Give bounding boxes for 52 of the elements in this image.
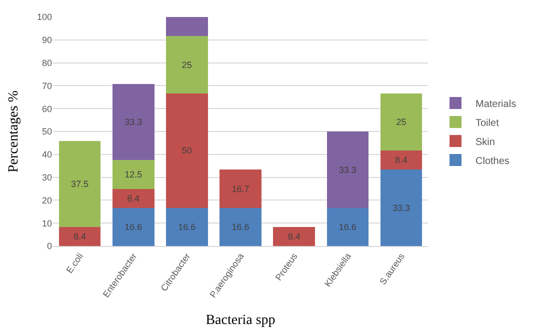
legend-label: Skin bbox=[476, 136, 495, 148]
bar bbox=[112, 84, 154, 160]
legend-label: Materials bbox=[476, 98, 516, 110]
y-tick-label: 60 bbox=[42, 104, 52, 114]
bar bbox=[58, 140, 101, 227]
data-label: 16.6 bbox=[178, 222, 196, 232]
data-label: 8.4 bbox=[394, 155, 408, 166]
bar bbox=[166, 36, 208, 94]
y-tick-label: 10 bbox=[42, 218, 52, 228]
bar bbox=[58, 226, 101, 246]
data-label: 8.4 bbox=[288, 231, 300, 242]
data-label: 33.3 bbox=[392, 202, 410, 213]
y-tick-label: 40 bbox=[42, 150, 52, 160]
bar bbox=[220, 208, 262, 246]
legend-label: Clothes bbox=[476, 156, 510, 167]
y-tick-label: 50 bbox=[42, 126, 52, 137]
data-label: 25 bbox=[182, 60, 192, 70]
bar bbox=[326, 208, 369, 246]
data-label: 8.4 bbox=[127, 193, 140, 204]
y-tick-label: 100 bbox=[36, 12, 52, 22]
bar bbox=[380, 170, 422, 246]
y-tick-label: 20 bbox=[42, 195, 52, 206]
bar bbox=[112, 208, 154, 246]
data-label: 50 bbox=[182, 146, 192, 156]
bar bbox=[166, 93, 208, 208]
bar bbox=[112, 160, 154, 189]
y-axis-title: Percentages % bbox=[6, 90, 22, 173]
bar bbox=[166, 17, 208, 36]
y-tick-label: 80 bbox=[42, 58, 52, 68]
data-label: 12.5 bbox=[124, 169, 142, 180]
data-label: 25 bbox=[396, 116, 406, 127]
bar bbox=[380, 150, 422, 170]
y-tick-label: 0 bbox=[46, 241, 52, 252]
data-label: 16.6 bbox=[232, 222, 250, 232]
y-tick-label: 90 bbox=[42, 35, 52, 46]
y-tick-label: 30 bbox=[42, 172, 52, 182]
data-label: 16.7 bbox=[232, 184, 250, 194]
bar bbox=[220, 170, 262, 208]
data-label: 33.3 bbox=[124, 117, 142, 127]
data-label: 16.6 bbox=[124, 222, 142, 232]
legend-label: Toilet bbox=[476, 118, 500, 129]
bar bbox=[166, 208, 208, 246]
bar bbox=[326, 132, 369, 208]
bar bbox=[273, 226, 315, 246]
data-label: 16.6 bbox=[338, 222, 356, 232]
bar bbox=[112, 188, 154, 208]
data-label: 37.5 bbox=[71, 178, 89, 189]
data-label: 33.3 bbox=[338, 164, 356, 175]
y-tick-label: 70 bbox=[42, 80, 52, 91]
data-label: 8.4 bbox=[74, 231, 86, 242]
bar bbox=[380, 93, 422, 151]
x-axis-title: Bacteria spp bbox=[206, 312, 276, 328]
